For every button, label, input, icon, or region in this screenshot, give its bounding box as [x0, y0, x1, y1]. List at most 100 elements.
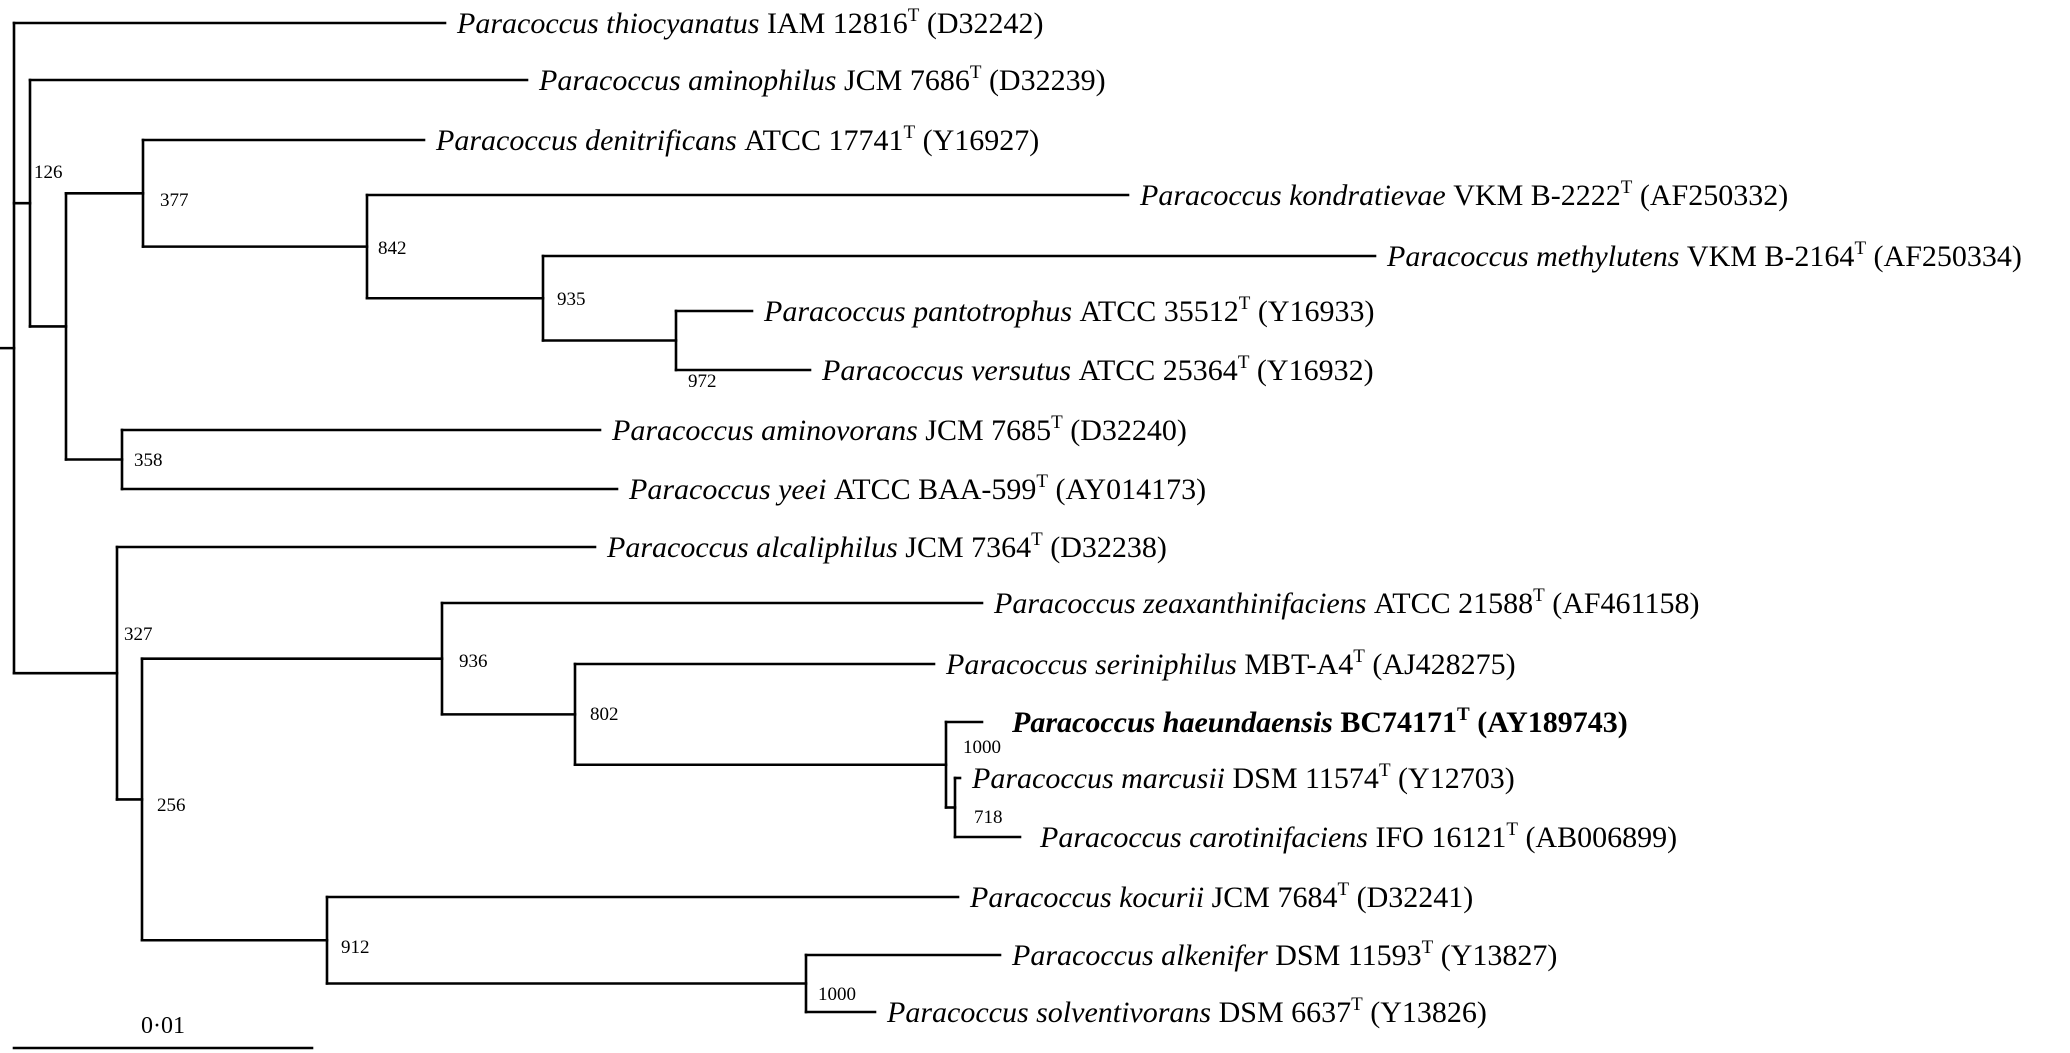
taxon-name: Paracoccus seriniphilus	[945, 648, 1244, 681]
bootstrap-value: 912	[341, 937, 370, 958]
strain-name: JCM 7684	[1212, 881, 1338, 914]
type-strain-superscript: T	[1506, 819, 1518, 840]
taxon-name: Paracoccus aminovorans	[611, 414, 925, 447]
tree-branches	[0, 21, 1377, 1014]
type-strain-superscript: T	[903, 122, 915, 143]
taxon-name: Paracoccus yeei	[628, 473, 834, 506]
leaf-label: Paracoccus seriniphilus MBT-A4T (AJ42827…	[945, 646, 1516, 681]
leaf-label: Paracoccus zeaxanthinifaciens ATCC 21588…	[993, 585, 1699, 620]
taxon-name: Paracoccus denitrificans	[435, 124, 744, 157]
leaf-label: Paracoccus haeundaensis BC74171T (AY1897…	[1011, 704, 1628, 739]
accession-number: (Y13826)	[1363, 996, 1487, 1029]
taxon-name: Paracoccus kondratievae	[1139, 179, 1453, 212]
strain-name: ATCC 17741	[744, 124, 903, 157]
type-strain-superscript: T	[970, 62, 982, 83]
taxon-name: Paracoccus aminophilus	[538, 64, 844, 97]
type-strain-superscript: T	[1422, 937, 1434, 958]
taxon-name: Paracoccus pantotrophus	[763, 295, 1080, 328]
leaf-label: Paracoccus solventivorans DSM 6637T (Y13…	[886, 994, 1487, 1029]
bootstrap-value: 327	[124, 624, 153, 645]
strain-name: JCM 7685	[925, 414, 1051, 447]
taxon-name: Paracoccus carotinifaciens	[1039, 821, 1375, 854]
leaf-label: Paracoccus marcusii DSM 11574T (Y12703)	[971, 760, 1515, 795]
accession-number: (AY014173)	[1048, 473, 1206, 506]
strain-name: DSM 6637	[1219, 996, 1352, 1029]
taxon-name: Paracoccus zeaxanthinifaciens	[993, 587, 1374, 620]
accession-number: (AJ428275)	[1365, 648, 1516, 681]
accession-number: (Y16933)	[1250, 295, 1374, 328]
accession-number: (D32242)	[919, 7, 1043, 40]
strain-name: ATCC 25364	[1079, 354, 1238, 387]
strain-name: ATCC 21588	[1374, 587, 1533, 620]
bootstrap-value: 935	[557, 289, 586, 310]
leaf-label: Paracoccus alkenifer DSM 11593T (Y13827)	[1011, 937, 1557, 972]
leaf-label: Paracoccus aminovorans JCM 7685T (D32240…	[611, 412, 1187, 447]
scale-bar-label: 0·01	[141, 1013, 185, 1039]
strain-name: ATCC 35512	[1080, 295, 1239, 328]
leaf-label: Paracoccus thiocyanatus IAM 12816T (D322…	[456, 5, 1044, 40]
bootstrap-value: 718	[974, 807, 1003, 828]
type-strain-superscript: T	[1621, 177, 1633, 198]
type-strain-superscript: T	[1036, 471, 1048, 492]
bootstrap-values: 126 377 842 935 972 358 327 936 802 1000 718 256 912…	[34, 162, 1003, 1005]
bootstrap-value: 936	[459, 651, 488, 672]
strain-name: JCM 7686	[844, 64, 970, 97]
leaf-label: Paracoccus yeei ATCC BAA-599T (AY014173)	[628, 471, 1206, 506]
type-strain-superscript: T	[1353, 646, 1365, 667]
accession-number: (AB006899)	[1518, 821, 1677, 854]
bootstrap-value: 126	[34, 162, 63, 183]
type-strain-superscript: T	[1051, 412, 1063, 433]
strain-name: MBT-A4	[1244, 648, 1353, 681]
strain-name: VKM B-2164	[1687, 240, 1855, 273]
scale-bar: 0·01	[12, 1013, 314, 1050]
strain-name: ATCC BAA-599	[834, 473, 1037, 506]
leaf-label: Paracoccus kocurii JCM 7684T (D32241)	[969, 879, 1473, 914]
bootstrap-value: 972	[688, 371, 717, 392]
taxon-name: Paracoccus solventivorans	[886, 996, 1219, 1029]
leaf-labels: Paracoccus thiocyanatus IAM 12816T (D322…	[435, 5, 2022, 1029]
strain-name: DSM 11574	[1233, 762, 1379, 795]
accession-number: (Y16932)	[1249, 354, 1373, 387]
type-strain-superscript: T	[1337, 879, 1349, 900]
accession-number: (Y12703)	[1391, 762, 1515, 795]
taxon-name: Paracoccus marcusii	[971, 762, 1233, 795]
strain-name: IFO 16121	[1375, 821, 1506, 854]
type-strain-superscript: T	[1351, 994, 1363, 1015]
strain-name: JCM 7364	[905, 531, 1031, 564]
leaf-label: Paracoccus denitrificans ATCC 17741T (Y1…	[435, 122, 1039, 157]
taxon-name: Paracoccus haeundaensis	[1011, 706, 1340, 739]
bootstrap-value: 842	[378, 238, 407, 259]
leaf-label: Paracoccus kondratievae VKM B-2222T (AF2…	[1139, 177, 1788, 212]
leaf-label: Paracoccus methylutens VKM B-2164T (AF25…	[1386, 238, 2022, 273]
taxon-name: Paracoccus alkenifer	[1011, 939, 1275, 972]
strain-name: BC74171	[1340, 706, 1457, 739]
accession-number: (D32241)	[1349, 881, 1473, 914]
type-strain-superscript: T	[1457, 704, 1470, 725]
bootstrap-value: 802	[590, 704, 619, 725]
taxon-name: Paracoccus kocurii	[969, 881, 1212, 914]
type-strain-superscript: T	[1854, 238, 1866, 259]
type-strain-superscript: T	[1238, 352, 1250, 373]
strain-name: IAM 12816	[767, 7, 908, 40]
type-strain-superscript: T	[1533, 585, 1545, 606]
taxon-name: Paracoccus thiocyanatus	[456, 7, 767, 40]
accession-number: (AF250334)	[1866, 240, 2022, 273]
accession-number: (AF461158)	[1545, 587, 1700, 620]
type-strain-superscript: T	[1379, 760, 1391, 781]
accession-number: (AY189743)	[1470, 706, 1628, 739]
taxon-name: Paracoccus versutus	[821, 354, 1079, 387]
accession-number: (D32239)	[981, 64, 1105, 97]
type-strain-superscript: T	[908, 5, 920, 26]
accession-number: (D32238)	[1043, 531, 1167, 564]
type-strain-superscript: T	[1031, 529, 1043, 550]
leaf-label: Paracoccus versutus ATCC 25364T (Y16932)	[821, 352, 1374, 387]
bootstrap-value: 1000	[963, 737, 1001, 758]
accession-number: (Y13827)	[1433, 939, 1557, 972]
strain-name: DSM 11593	[1275, 939, 1421, 972]
bootstrap-value: 358	[134, 450, 163, 471]
bootstrap-value: 377	[160, 190, 189, 211]
leaf-label: Paracoccus alcaliphilus JCM 7364T (D3223…	[606, 529, 1167, 564]
bootstrap-value: 1000	[818, 984, 856, 1005]
leaf-label: Paracoccus carotinifaciens IFO 16121T (A…	[1039, 819, 1677, 854]
